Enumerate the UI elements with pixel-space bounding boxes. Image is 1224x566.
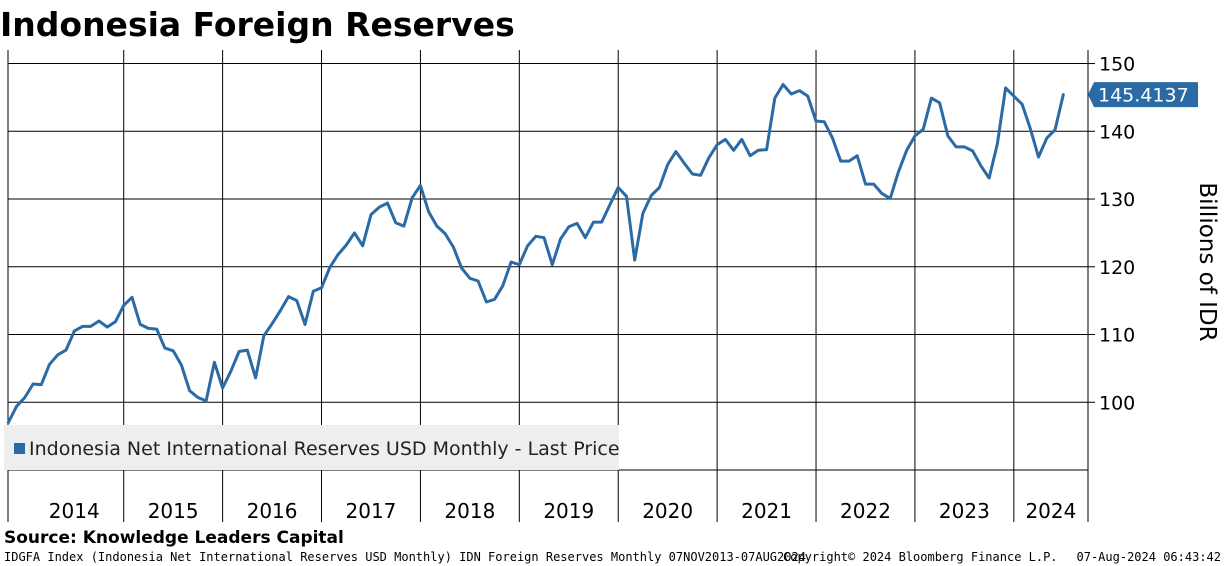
legend-label: Indonesia Net International Reserves USD…	[29, 438, 620, 460]
legend-box	[4, 425, 619, 470]
y-axis: 100 110 120 130 140 150	[1088, 54, 1135, 414]
footer-copyright: Copyright© 2024 Bloomberg Finance L.P.	[783, 550, 1058, 564]
footer-timestamp: 07-Aug-2024 06:43:42	[1077, 550, 1222, 564]
legend: Indonesia Net International Reserves USD…	[4, 425, 620, 470]
x-tick-label: 2019	[543, 499, 594, 523]
chart-title: Indonesia Foreign Reserves	[0, 5, 515, 44]
x-tick-label: 2017	[346, 499, 397, 523]
y-tick-label: 140	[1099, 121, 1135, 143]
x-tick-label: 2023	[939, 499, 990, 523]
last-value-box	[1088, 82, 1198, 108]
footer-left: IDGFA Index (Indonesia Net International…	[4, 550, 806, 564]
series-line	[6, 83, 1065, 425]
x-tick-label: 2018	[444, 499, 495, 523]
legend-swatch	[14, 443, 25, 454]
x-tick-label: 2015	[148, 499, 199, 523]
x-tick-label: 2022	[840, 499, 891, 523]
y-tick-label: 120	[1099, 257, 1135, 279]
last-value-text: 145.4137	[1098, 85, 1189, 107]
x-tick-label: 2014	[49, 499, 100, 523]
last-value-label: 145.4137	[1088, 82, 1198, 108]
x-tick-label: 2016	[247, 499, 298, 523]
y-tick-label: 110	[1099, 325, 1135, 347]
y-tick-label: 100	[1099, 392, 1135, 414]
x-axis: 2014 2015 2016 2017 2018 2019 2020 2021 2022 2023…	[49, 499, 1077, 523]
source-note: Source: Knowledge Leaders Capital	[4, 528, 344, 548]
y-axis-label: Billions of IDR	[1194, 182, 1220, 341]
x-tick-label: 2020	[642, 499, 693, 523]
y-tick-label: 130	[1099, 189, 1135, 211]
y-tick-label: 150	[1099, 54, 1135, 76]
x-tick-label: 2021	[741, 499, 792, 523]
series-layer	[6, 83, 1065, 425]
x-tick-label: 2024	[1025, 499, 1076, 523]
